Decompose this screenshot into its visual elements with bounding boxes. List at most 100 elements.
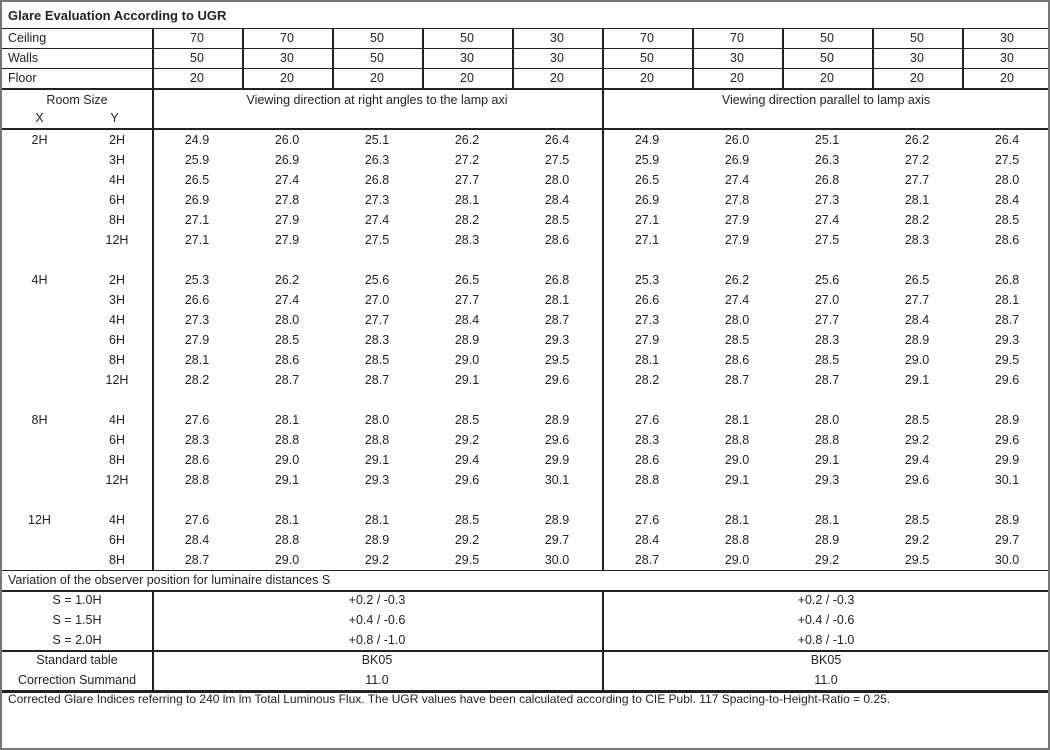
ugr-value: 29.4: [904, 453, 930, 467]
ugr-value: 28.9: [904, 333, 930, 347]
room-y: 4H: [109, 313, 125, 327]
ugr-value: 24.9: [634, 133, 660, 147]
ugr-value: 26.5: [184, 173, 210, 187]
room-x: 8H: [31, 413, 48, 427]
reflectance-value: 50: [910, 31, 924, 45]
ugr-value: 29.0: [274, 453, 300, 467]
ugr-value: 28.8: [724, 433, 750, 447]
divider: [512, 28, 514, 88]
standard-label: Correction Summand: [17, 673, 137, 687]
divider: [2, 68, 1048, 69]
ugr-value: 27.6: [634, 413, 660, 427]
ugr-value: 28.3: [904, 233, 930, 247]
reflectance-value: 70: [190, 31, 204, 45]
ugr-value: 28.0: [814, 413, 840, 427]
ugr-value: 29.5: [904, 553, 930, 567]
ugr-value: 28.4: [634, 533, 660, 547]
ugr-value: 29.6: [904, 473, 930, 487]
page-title: Glare Evaluation According to UGR: [8, 8, 227, 23]
standard-parallel: BK05: [810, 653, 842, 667]
ugr-value: 26.9: [184, 193, 210, 207]
reflectance-value: 50: [460, 31, 474, 45]
ugr-value: 28.6: [634, 453, 660, 467]
reflectance-value: 20: [370, 71, 384, 85]
ugr-value: 28.7: [814, 373, 840, 387]
ugr-value: 29.6: [544, 373, 570, 387]
ugr-value: 29.5: [544, 353, 570, 367]
variation-parallel: +0.8 / -1.0: [797, 633, 855, 647]
ugr-value: 26.8: [544, 273, 570, 287]
ugr-value: 27.9: [724, 233, 750, 247]
ugr-value: 26.3: [814, 153, 840, 167]
ugr-value: 28.5: [814, 353, 840, 367]
reflectance-value: 30: [550, 31, 564, 45]
ugr-value: 29.1: [364, 453, 390, 467]
ugr-value: 26.3: [364, 153, 390, 167]
reflectance-value: 30: [550, 51, 564, 65]
ugr-value: 26.6: [634, 293, 660, 307]
ugr-value: 28.6: [724, 353, 750, 367]
ugr-value: 27.7: [904, 293, 930, 307]
ugr-value: 29.5: [994, 353, 1020, 367]
ugr-value: 29.2: [904, 533, 930, 547]
ugr-value: 26.2: [274, 273, 300, 287]
divider: [872, 28, 874, 88]
reflectance-label: Floor: [8, 71, 37, 85]
divider: [602, 590, 604, 690]
ugr-value: 29.0: [274, 553, 300, 567]
divider: [2, 48, 1048, 49]
ugr-value: 29.7: [544, 533, 570, 547]
ugr-value: 28.4: [454, 313, 480, 327]
divider: [692, 28, 694, 88]
reflectance-value: 30: [1000, 31, 1014, 45]
divider: [2, 128, 1048, 130]
ugr-value: 27.9: [274, 233, 300, 247]
reflectance-value: 20: [820, 71, 834, 85]
divider: [332, 28, 334, 88]
ugr-value: 29.2: [814, 553, 840, 567]
ugr-value: 28.0: [994, 173, 1020, 187]
ugr-value: 27.9: [724, 213, 750, 227]
divider: [2, 570, 1048, 571]
ugr-value: 28.9: [364, 533, 390, 547]
divider: [2, 88, 1048, 90]
ugr-value: 28.9: [544, 413, 570, 427]
ugr-value: 28.9: [544, 513, 570, 527]
ugr-value: 29.6: [994, 433, 1020, 447]
ugr-value: 29.0: [724, 453, 750, 467]
room-y: 6H: [109, 433, 125, 447]
ugr-value: 27.1: [184, 233, 210, 247]
divider: [602, 88, 604, 570]
ugr-value: 27.4: [724, 173, 750, 187]
variation-parallel: +0.4 / -0.6: [797, 613, 855, 627]
ugr-value: 29.3: [544, 333, 570, 347]
ugr-value: 28.8: [634, 473, 660, 487]
standard-parallel: 11.0: [814, 673, 838, 687]
ugr-value: 29.9: [994, 453, 1020, 467]
ugr-value: 27.5: [544, 153, 570, 167]
ugr-value: 27.7: [454, 173, 480, 187]
room-y: 3H: [109, 153, 125, 167]
ugr-value: 29.1: [724, 473, 750, 487]
ugr-value: 27.4: [364, 213, 390, 227]
reflectance-value: 20: [280, 71, 294, 85]
ugr-value: 27.6: [184, 513, 210, 527]
direction-parallel: Viewing direction parallel to lamp axis: [721, 93, 931, 107]
ugr-value: 26.2: [724, 273, 750, 287]
reflectance-value: 50: [370, 31, 384, 45]
ugr-value: 28.1: [904, 193, 930, 207]
ugr-value: 28.5: [364, 353, 390, 367]
ugr-value: 25.9: [634, 153, 660, 167]
reflectance-value: 50: [370, 51, 384, 65]
reflectance-value: 30: [460, 51, 474, 65]
ugr-value: 27.7: [454, 293, 480, 307]
footer-note: Corrected Glare Indices referring to 240…: [8, 692, 891, 706]
ugr-value: 28.8: [724, 533, 750, 547]
y-label: Y: [110, 111, 119, 125]
ugr-value: 27.4: [724, 293, 750, 307]
ugr-value: 28.5: [994, 213, 1020, 227]
ugr-value: 28.6: [544, 233, 570, 247]
ugr-value: 29.7: [994, 533, 1020, 547]
ugr-value: 28.5: [544, 213, 570, 227]
ugr-value: 27.9: [184, 333, 210, 347]
